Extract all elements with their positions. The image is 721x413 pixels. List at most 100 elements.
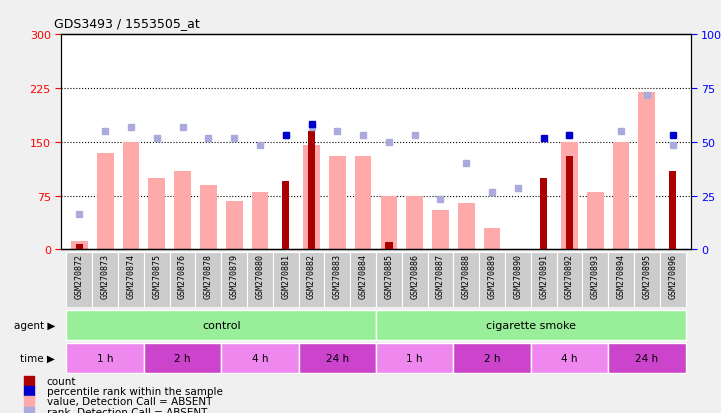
Bar [298, 252, 324, 308]
Text: GSM270892: GSM270892 [565, 254, 574, 299]
Text: GSM270875: GSM270875 [152, 254, 162, 299]
Bar [118, 252, 143, 308]
Text: control: control [202, 320, 241, 330]
Bar [634, 252, 660, 308]
Bar [143, 344, 221, 373]
Text: GDS3493 / 1553505_at: GDS3493 / 1553505_at [54, 17, 200, 29]
Bar [531, 252, 557, 308]
Text: count: count [47, 376, 76, 387]
Text: 2 h: 2 h [174, 353, 191, 363]
Text: GSM270887: GSM270887 [436, 254, 445, 299]
Text: 4 h: 4 h [561, 353, 578, 363]
Bar [376, 252, 402, 308]
Bar [454, 344, 531, 373]
Bar [123, 142, 139, 250]
Bar [613, 142, 629, 250]
Bar [557, 252, 583, 308]
Text: 1 h: 1 h [407, 353, 423, 363]
Bar [66, 252, 92, 308]
Text: GSM270895: GSM270895 [642, 254, 651, 299]
Bar [149, 178, 165, 250]
Text: percentile rank within the sample: percentile rank within the sample [47, 387, 223, 396]
Bar [329, 157, 345, 250]
Bar [66, 344, 143, 373]
Bar [669, 171, 676, 250]
Bar [484, 228, 500, 250]
Bar [587, 192, 603, 250]
Bar [76, 244, 83, 250]
Bar [407, 196, 423, 250]
Bar [195, 252, 221, 308]
Text: GSM270883: GSM270883 [333, 254, 342, 299]
Bar [609, 344, 686, 373]
Text: 24 h: 24 h [635, 353, 658, 363]
Text: 24 h: 24 h [326, 353, 349, 363]
Bar [252, 192, 268, 250]
Bar [402, 252, 428, 308]
Bar [479, 252, 505, 308]
Bar [376, 344, 454, 373]
Bar [66, 311, 376, 340]
Text: 4 h: 4 h [252, 353, 268, 363]
Text: GSM270896: GSM270896 [668, 254, 677, 299]
Text: GSM270874: GSM270874 [126, 254, 136, 299]
Bar [566, 157, 573, 250]
Bar [282, 182, 289, 250]
Bar [200, 185, 217, 250]
Bar [540, 178, 547, 250]
Bar [303, 146, 320, 250]
Bar [174, 171, 191, 250]
Text: GSM270890: GSM270890 [513, 254, 523, 299]
Bar [324, 252, 350, 308]
Bar [458, 203, 474, 250]
Bar [531, 344, 609, 373]
Text: GSM270886: GSM270886 [410, 254, 419, 299]
Text: 2 h: 2 h [484, 353, 500, 363]
Bar [71, 241, 88, 250]
Text: GSM270891: GSM270891 [539, 254, 548, 299]
Bar [385, 243, 392, 250]
Text: 1 h: 1 h [97, 353, 113, 363]
Text: GSM270893: GSM270893 [590, 254, 600, 299]
Bar [381, 196, 397, 250]
Bar [609, 252, 634, 308]
Bar [221, 252, 247, 308]
Bar [169, 252, 195, 308]
Bar [221, 344, 298, 373]
Text: time ▶: time ▶ [20, 353, 55, 363]
Text: GSM270873: GSM270873 [101, 254, 110, 299]
Text: GSM270881: GSM270881 [281, 254, 291, 299]
Text: cigarette smoke: cigarette smoke [486, 320, 576, 330]
Bar [454, 252, 479, 308]
Bar [505, 252, 531, 308]
Text: GSM270880: GSM270880 [255, 254, 265, 299]
Bar [92, 252, 118, 308]
Bar [247, 252, 273, 308]
Bar [97, 153, 113, 250]
Text: value, Detection Call = ABSENT: value, Detection Call = ABSENT [47, 396, 212, 406]
Text: rank, Detection Call = ABSENT: rank, Detection Call = ABSENT [47, 406, 207, 413]
Bar [376, 311, 686, 340]
Bar [350, 252, 376, 308]
Bar [432, 211, 449, 250]
Text: GSM270876: GSM270876 [178, 254, 187, 299]
Bar [273, 252, 298, 308]
Bar [428, 252, 454, 308]
Text: GSM270882: GSM270882 [307, 254, 316, 299]
Text: GSM270894: GSM270894 [616, 254, 626, 299]
Bar [143, 252, 169, 308]
Text: GSM270889: GSM270889 [487, 254, 497, 299]
Bar [355, 157, 371, 250]
Bar [561, 142, 578, 250]
Text: GSM270878: GSM270878 [204, 254, 213, 299]
Text: GSM270884: GSM270884 [358, 254, 368, 299]
Bar [298, 344, 376, 373]
Bar [583, 252, 609, 308]
Bar [226, 201, 242, 250]
Text: GSM270879: GSM270879 [229, 254, 239, 299]
Bar [660, 252, 686, 308]
Bar [639, 93, 655, 250]
Text: agent ▶: agent ▶ [14, 320, 55, 330]
Text: GSM270888: GSM270888 [461, 254, 471, 299]
Text: GSM270885: GSM270885 [384, 254, 394, 299]
